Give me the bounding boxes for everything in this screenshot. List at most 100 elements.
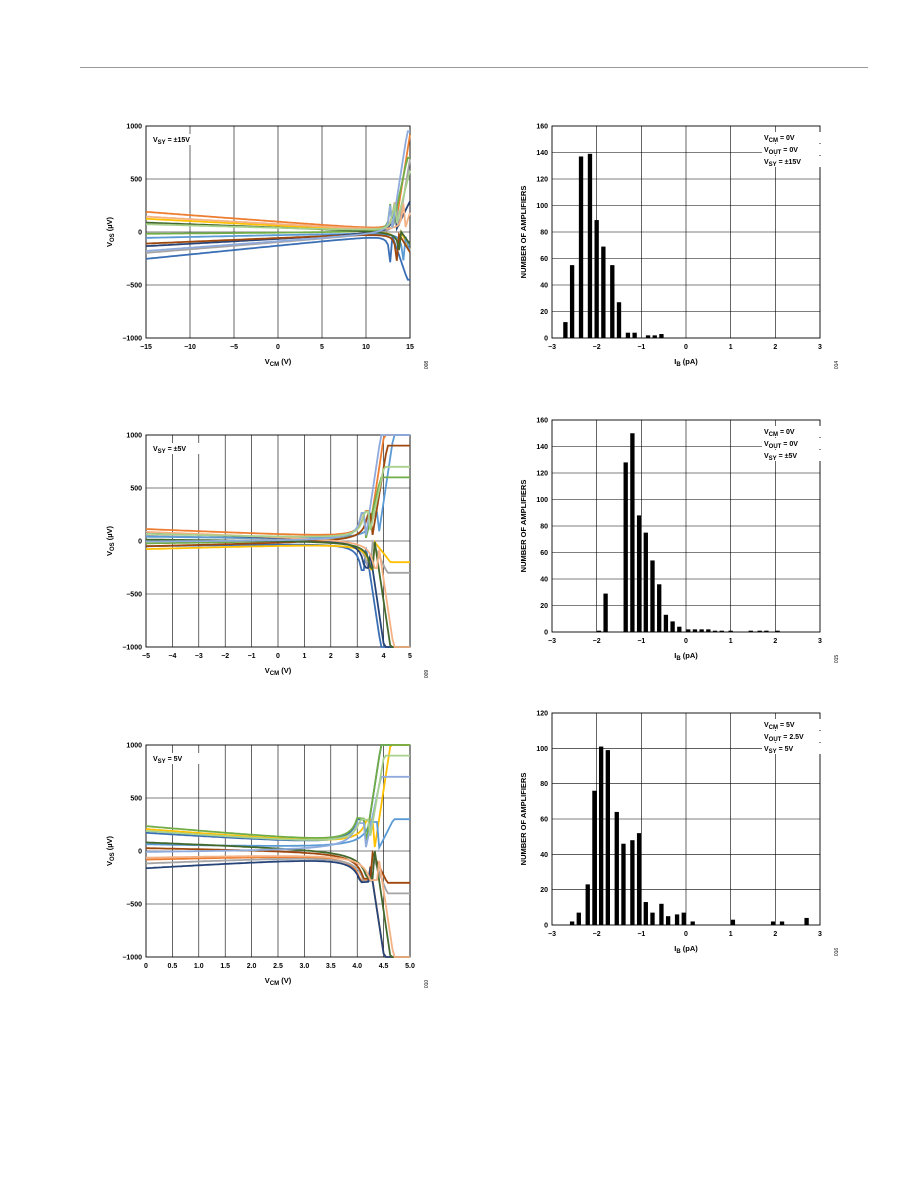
x-tick-label: 2: [329, 653, 333, 660]
x-tick-label: −3: [548, 638, 556, 645]
y-tick-label: 0: [138, 849, 142, 856]
text-run: (pA): [681, 651, 699, 660]
x-tick-label: 3: [355, 653, 359, 660]
annotation-background: [762, 426, 824, 437]
x-tick-label: −1: [637, 638, 645, 645]
figure-id: 008: [424, 361, 430, 370]
histogram-bar: [598, 746, 604, 925]
histogram-bar: [569, 921, 575, 925]
y-tick-label: 1000: [126, 124, 142, 131]
text-run: V: [764, 746, 769, 753]
subscript: CM: [270, 671, 279, 677]
text-run: I: [674, 357, 676, 366]
annotation-label: VCM = 0V: [764, 429, 795, 438]
x-tick-label: −2: [593, 344, 601, 351]
x-tick-label: 0: [276, 653, 280, 660]
x-axis-title: IB (pA): [674, 651, 698, 662]
x-tick-label: 2.5: [273, 963, 283, 970]
text-run: V: [764, 147, 769, 154]
annotation-background: [151, 134, 201, 145]
text-run: V: [764, 135, 769, 142]
x-tick-label: 1.0: [194, 963, 204, 970]
histogram-bar: [650, 560, 655, 632]
y-tick-label: 160: [536, 124, 548, 131]
series-line: [145, 531, 410, 648]
histogram-bar: [699, 629, 704, 632]
y-tick-label: 100: [536, 203, 548, 210]
x-tick-label: 0: [276, 344, 280, 351]
y-tick-label: 0: [138, 230, 142, 237]
histogram-bar: [659, 334, 664, 338]
subscript: B: [676, 656, 681, 662]
text-run: = 5V: [778, 722, 795, 729]
histogram-bar: [659, 903, 664, 925]
text-run: V: [105, 551, 114, 556]
histogram-bar: [643, 532, 648, 632]
text-run: = ±15V: [777, 159, 802, 166]
annotation-background: [762, 731, 824, 742]
subscript: SY: [158, 449, 166, 455]
figure-id: 010: [424, 980, 430, 989]
y-tick-label: 120: [536, 471, 548, 478]
y-tick-label: 60: [540, 256, 548, 263]
histogram-bar: [681, 912, 686, 925]
text-run: (V): [279, 666, 292, 675]
x-axis-title: IB (pA): [674, 944, 698, 955]
histogram-bar: [616, 302, 622, 338]
histogram-bar: [636, 833, 642, 925]
y-tick-label: 0: [544, 336, 548, 343]
y-axis-title: VOS (µV): [105, 216, 116, 247]
histogram-bar: [706, 629, 711, 632]
chart-4: −3 −2 −1 0 1 2 3 160 140 120 100 80 60 40 20 0 IB (pA) NU…: [519, 418, 840, 664]
x-tick-label: 1.5: [220, 963, 230, 970]
histogram-bar: [643, 902, 648, 925]
text-run: V: [153, 756, 158, 763]
series-line: [146, 434, 410, 543]
subscript: SY: [769, 162, 777, 168]
x-tick-label: 2: [773, 931, 777, 938]
x-tick-label: −5: [142, 653, 150, 660]
y-axis-title: NUMBER OF AMPLIFIERS: [519, 773, 528, 866]
histogram-bar: [665, 916, 671, 925]
x-tick-label: 3: [818, 638, 822, 645]
histogram-bar: [645, 335, 651, 338]
figure-id: 014: [834, 361, 840, 370]
histogram-bar: [601, 246, 606, 338]
histogram-bar: [748, 630, 753, 632]
histogram-bar: [614, 811, 619, 925]
subscript: CM: [769, 725, 778, 731]
histogram-bar: [594, 220, 599, 338]
text-run: V: [764, 734, 769, 741]
x-tick-label: 5: [408, 653, 412, 660]
y-tick-label: 120: [536, 711, 548, 718]
histogram-bar: [603, 593, 608, 632]
text-run: (V): [279, 976, 292, 985]
annotation-background: [151, 753, 201, 764]
annotation-label: VOUT = 0V: [764, 147, 798, 156]
x-tick-label: −2: [593, 931, 601, 938]
x-tick-label: 1: [729, 931, 733, 938]
figure-id: 009: [424, 670, 430, 679]
y-tick-label: 100: [536, 497, 548, 504]
histogram-bar: [728, 630, 733, 632]
histogram-bar: [674, 914, 680, 925]
x-tick-label: 0: [684, 638, 688, 645]
histogram-bar: [730, 919, 736, 925]
series-line: [145, 465, 410, 538]
text-run: V: [265, 357, 270, 366]
histogram-bar: [690, 921, 695, 925]
x-tick-label: 2: [773, 344, 777, 351]
text-run: V: [105, 242, 114, 247]
y-axis-title: NUMBER OF AMPLIFIERS: [519, 186, 528, 279]
subscript: CM: [270, 981, 279, 987]
text-run: = 0V: [778, 429, 795, 436]
series-line: [146, 775, 410, 853]
x-tick-label: −10: [184, 344, 196, 351]
y-tick-label: 20: [540, 603, 548, 610]
annotation-background: [762, 438, 824, 449]
x-tick-label: −3: [548, 344, 556, 351]
histogram-bar: [779, 921, 785, 925]
x-tick-label: −15: [140, 344, 152, 351]
